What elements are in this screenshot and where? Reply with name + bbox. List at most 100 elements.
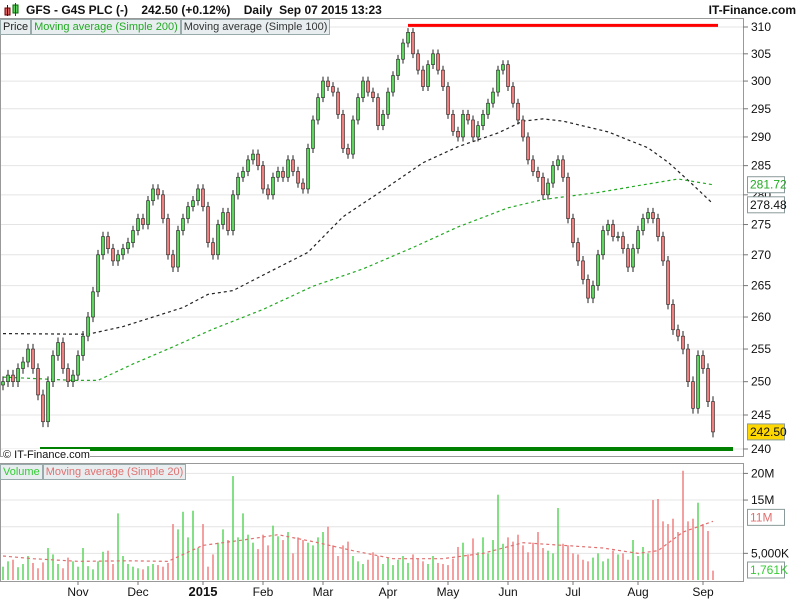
volume-bar <box>567 545 569 580</box>
price-tick-label: 240 <box>751 442 771 456</box>
candle <box>351 115 355 159</box>
price-tick-label: 305 <box>751 47 771 61</box>
candle-body <box>76 355 80 376</box>
candle-body <box>331 86 335 93</box>
candle-body <box>86 316 90 337</box>
candle <box>81 331 85 361</box>
candle <box>201 184 205 212</box>
volume-bar <box>262 534 264 580</box>
candle-body <box>571 218 575 243</box>
legend-price[interactable]: Price <box>0 19 32 35</box>
volume-ma20-last-value-text: 11M <box>750 510 772 524</box>
candle-body <box>211 242 215 256</box>
candle <box>66 363 70 387</box>
volume-last-value: 1,761K <box>747 561 788 579</box>
candle-body <box>111 248 115 262</box>
volume-bar <box>692 518 694 580</box>
volume-bar <box>647 553 649 580</box>
price-tick-label: 260 <box>751 310 771 324</box>
volume-bar <box>97 561 99 580</box>
candle-body <box>531 159 535 172</box>
candle <box>471 115 475 142</box>
volume-bar <box>77 566 79 580</box>
candle <box>631 243 635 272</box>
volume-bar <box>22 564 24 580</box>
candle-body <box>286 159 290 178</box>
volume-bar <box>32 562 34 580</box>
candle <box>406 28 410 48</box>
candle <box>346 143 350 159</box>
candlestick-logo-icon <box>4 3 19 16</box>
candle-body <box>621 236 625 249</box>
ma100-last-value-box <box>747 196 785 214</box>
volume-bar <box>162 566 164 580</box>
volume-ma20-last-value-box <box>747 508 785 526</box>
volume-bar <box>147 566 149 580</box>
candle-body <box>6 374 10 382</box>
candle <box>496 65 500 97</box>
candle <box>341 109 345 153</box>
candle <box>371 87 375 103</box>
volume-bar <box>37 568 39 580</box>
candle-body <box>46 381 50 423</box>
candle-body <box>471 119 475 138</box>
candle-body <box>421 69 425 87</box>
candle-body <box>611 224 615 237</box>
chart-title: GFS - G4S PLC (-) 242.50 (+0.12%) Daily … <box>26 3 382 17</box>
candle <box>711 396 715 438</box>
volume-bar <box>627 559 629 580</box>
price-tick-label: 245 <box>751 408 771 422</box>
volume-bar <box>292 553 294 580</box>
candle <box>536 166 540 182</box>
candle-body <box>186 206 190 219</box>
volume-bar <box>192 510 194 580</box>
candle <box>361 76 365 103</box>
candle <box>316 93 320 125</box>
legend-ma200[interactable]: Moving average (Simple 200) <box>31 19 181 35</box>
candle <box>36 363 40 401</box>
volume-bar <box>237 537 239 580</box>
candle <box>31 343 35 374</box>
candle <box>391 71 395 97</box>
candle-body <box>526 136 530 161</box>
candle <box>516 98 520 125</box>
volume-bar <box>467 554 469 580</box>
volume-bar <box>682 470 684 580</box>
volume-bar <box>182 511 184 580</box>
volume-bar <box>2 566 4 580</box>
volume-bar <box>442 564 444 580</box>
candle-body <box>71 374 75 382</box>
legend-volume-ma20[interactable]: Moving average (Simple 20) <box>42 464 187 480</box>
volume-bar <box>382 564 384 580</box>
candle-body <box>281 171 285 178</box>
candle-body <box>361 80 365 98</box>
candle <box>646 207 650 224</box>
candle-body <box>676 329 680 337</box>
price-tick-label: 275 <box>751 218 771 232</box>
candle <box>191 196 195 212</box>
volume-bar <box>82 548 84 580</box>
legend-ma100[interactable]: Moving average (Simple 100) <box>180 19 331 35</box>
candle <box>451 109 455 136</box>
x-tick-label: Feb <box>253 585 274 599</box>
volume-bar <box>392 565 394 580</box>
price-tick-label: 290 <box>751 130 771 144</box>
candle-body <box>206 206 210 243</box>
candle-body <box>61 342 65 369</box>
volume-tick-label: 5,000K <box>751 546 789 560</box>
volume-bar <box>497 494 499 580</box>
candle-body <box>711 401 715 433</box>
candle <box>231 190 235 236</box>
candle <box>331 82 335 97</box>
candle-body <box>136 218 140 231</box>
volume-bar <box>247 534 249 580</box>
price-tick-label: 310 <box>751 20 771 34</box>
candle-body <box>366 80 370 93</box>
candle-body <box>351 119 355 155</box>
legend-volume[interactable]: Volume <box>0 464 43 480</box>
candle <box>16 363 20 387</box>
volume-bar <box>572 553 574 580</box>
candle <box>501 60 505 75</box>
volume-bar <box>552 553 554 580</box>
